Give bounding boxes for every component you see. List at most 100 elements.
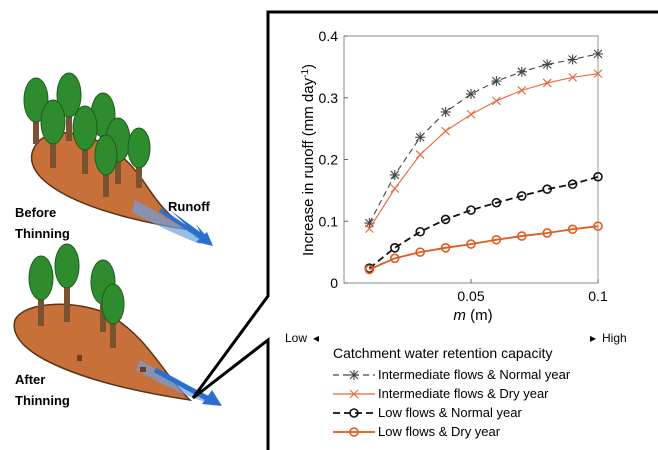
data-point: [364, 264, 375, 275]
before-runoff-stream: [132, 200, 205, 244]
data-point: [389, 169, 400, 180]
data-point: [491, 234, 502, 245]
capacity-high-arrow: ▸: [590, 331, 596, 345]
data-point: [542, 184, 553, 194]
after-runoff-arrow-head: [202, 390, 222, 406]
runoff-label: Runoff: [168, 199, 211, 214]
data-point: [542, 78, 552, 88]
data-point: [567, 54, 578, 65]
data-point: [567, 179, 578, 189]
data-point: [542, 228, 553, 238]
data-point: [491, 197, 502, 208]
series-3: [364, 171, 603, 273]
series-4: [364, 221, 603, 275]
legend-label: Intermediate flows & Dry year: [378, 386, 549, 401]
data-point: [567, 224, 578, 235]
data-point: [568, 72, 577, 82]
legend-label: Intermediate flows & Normal year: [378, 367, 571, 382]
callout-box: [191, 10, 658, 450]
capacity-low-arrow: ◂: [313, 331, 319, 345]
data-point: [466, 89, 476, 100]
y-tick-label: 0.4: [319, 28, 339, 44]
capacity-low-label: Low: [285, 331, 307, 345]
tree: [28, 255, 54, 326]
data-point: [593, 69, 603, 79]
data-point: [365, 224, 374, 234]
series-2: [365, 69, 603, 234]
legend-swatch-marker: [349, 389, 359, 399]
before-runoff-arrow-head: [196, 232, 213, 246]
data-point: [415, 226, 426, 237]
series-layer: [364, 48, 603, 275]
y-tick-label: 0: [330, 275, 338, 291]
tree: [54, 243, 80, 322]
data-point: [466, 110, 476, 119]
after-label-1: After: [15, 372, 45, 387]
after-runoff-arrow-shaft: [153, 367, 212, 403]
data-point: [390, 184, 400, 193]
y-tick-label: 0.1: [319, 213, 339, 229]
x-tick-label: 0.05: [457, 288, 484, 304]
tree: [56, 72, 82, 141]
legend-label: Low flows & Normal year: [378, 405, 522, 420]
tree: [127, 127, 151, 188]
x-ticks: 0.05 0.1: [457, 279, 608, 304]
data-point: [593, 221, 603, 231]
after-label-2: Thinning: [15, 393, 70, 408]
y-ticks: 0 0.1 0.2 0.3 0.4: [319, 28, 348, 291]
data-point: [593, 171, 603, 182]
data-point: [440, 214, 451, 225]
runoff-chart: 0 0.1 0.2 0.3 0.4 0.05 0.1 Increase in runoff…: [285, 28, 627, 439]
capacity-high-label: High: [602, 331, 627, 345]
before-label-1: Before: [15, 205, 56, 220]
series-line: [368, 73, 599, 229]
data-point: [492, 96, 501, 106]
tree: [94, 134, 118, 197]
before-runoff-arrow-shaft: [158, 208, 207, 242]
capacity-axis-label: Catchment water retention capacity: [333, 345, 552, 361]
legend: Intermediate flows & Normal year Intermed…: [333, 367, 571, 439]
legend-swatch-marker: [349, 408, 359, 418]
tree: [72, 105, 98, 174]
data-point: [441, 126, 450, 136]
data-point: [415, 247, 426, 257]
data-point: [415, 132, 426, 143]
before-trees: [23, 72, 151, 197]
data-point: [516, 231, 527, 241]
data-point: [389, 253, 400, 264]
data-point: [415, 150, 425, 159]
plot-frame: [343, 35, 599, 284]
y-tick-label: 0.3: [319, 90, 339, 106]
after-thinning-illustration: After Thinning: [13, 243, 222, 408]
tree: [40, 99, 66, 168]
legend-entry: Intermediate flows & Dry year: [333, 386, 549, 401]
data-point: [440, 106, 451, 117]
series-line: [368, 53, 599, 224]
data-point: [516, 191, 527, 201]
y-axis-label: Increase in runoff (mm day-1): [300, 64, 318, 256]
legend-entry: Intermediate flows & Normal year: [333, 367, 571, 382]
legend-label: Low flows & Dry year: [378, 424, 501, 439]
x-axis-label: m (m): [453, 307, 492, 324]
x-tick-label: 0.1: [588, 288, 608, 304]
capacity-axis: Low ◂ ▸ High Catchment water retention c…: [285, 331, 627, 361]
before-runoff-arrow: [170, 210, 212, 243]
before-label-2: Thinning: [15, 226, 70, 241]
data-point: [440, 243, 451, 253]
tree: [101, 283, 125, 348]
series-line: [368, 175, 599, 269]
y-tick-label: 0.2: [319, 152, 339, 168]
data-point: [516, 66, 527, 77]
legend-entry: Low flows & Dry year: [333, 424, 501, 439]
legend-swatch-marker: [349, 427, 359, 437]
legend-swatch-marker: [349, 370, 359, 380]
tree-stump: [140, 367, 146, 372]
data-point: [542, 59, 553, 70]
data-point: [389, 243, 400, 253]
data-point: [593, 48, 603, 59]
before-thinning-illustration: Before Thinning Runoff: [15, 72, 213, 246]
data-point: [466, 205, 476, 215]
series-1: [364, 48, 603, 229]
data-point: [517, 85, 527, 95]
